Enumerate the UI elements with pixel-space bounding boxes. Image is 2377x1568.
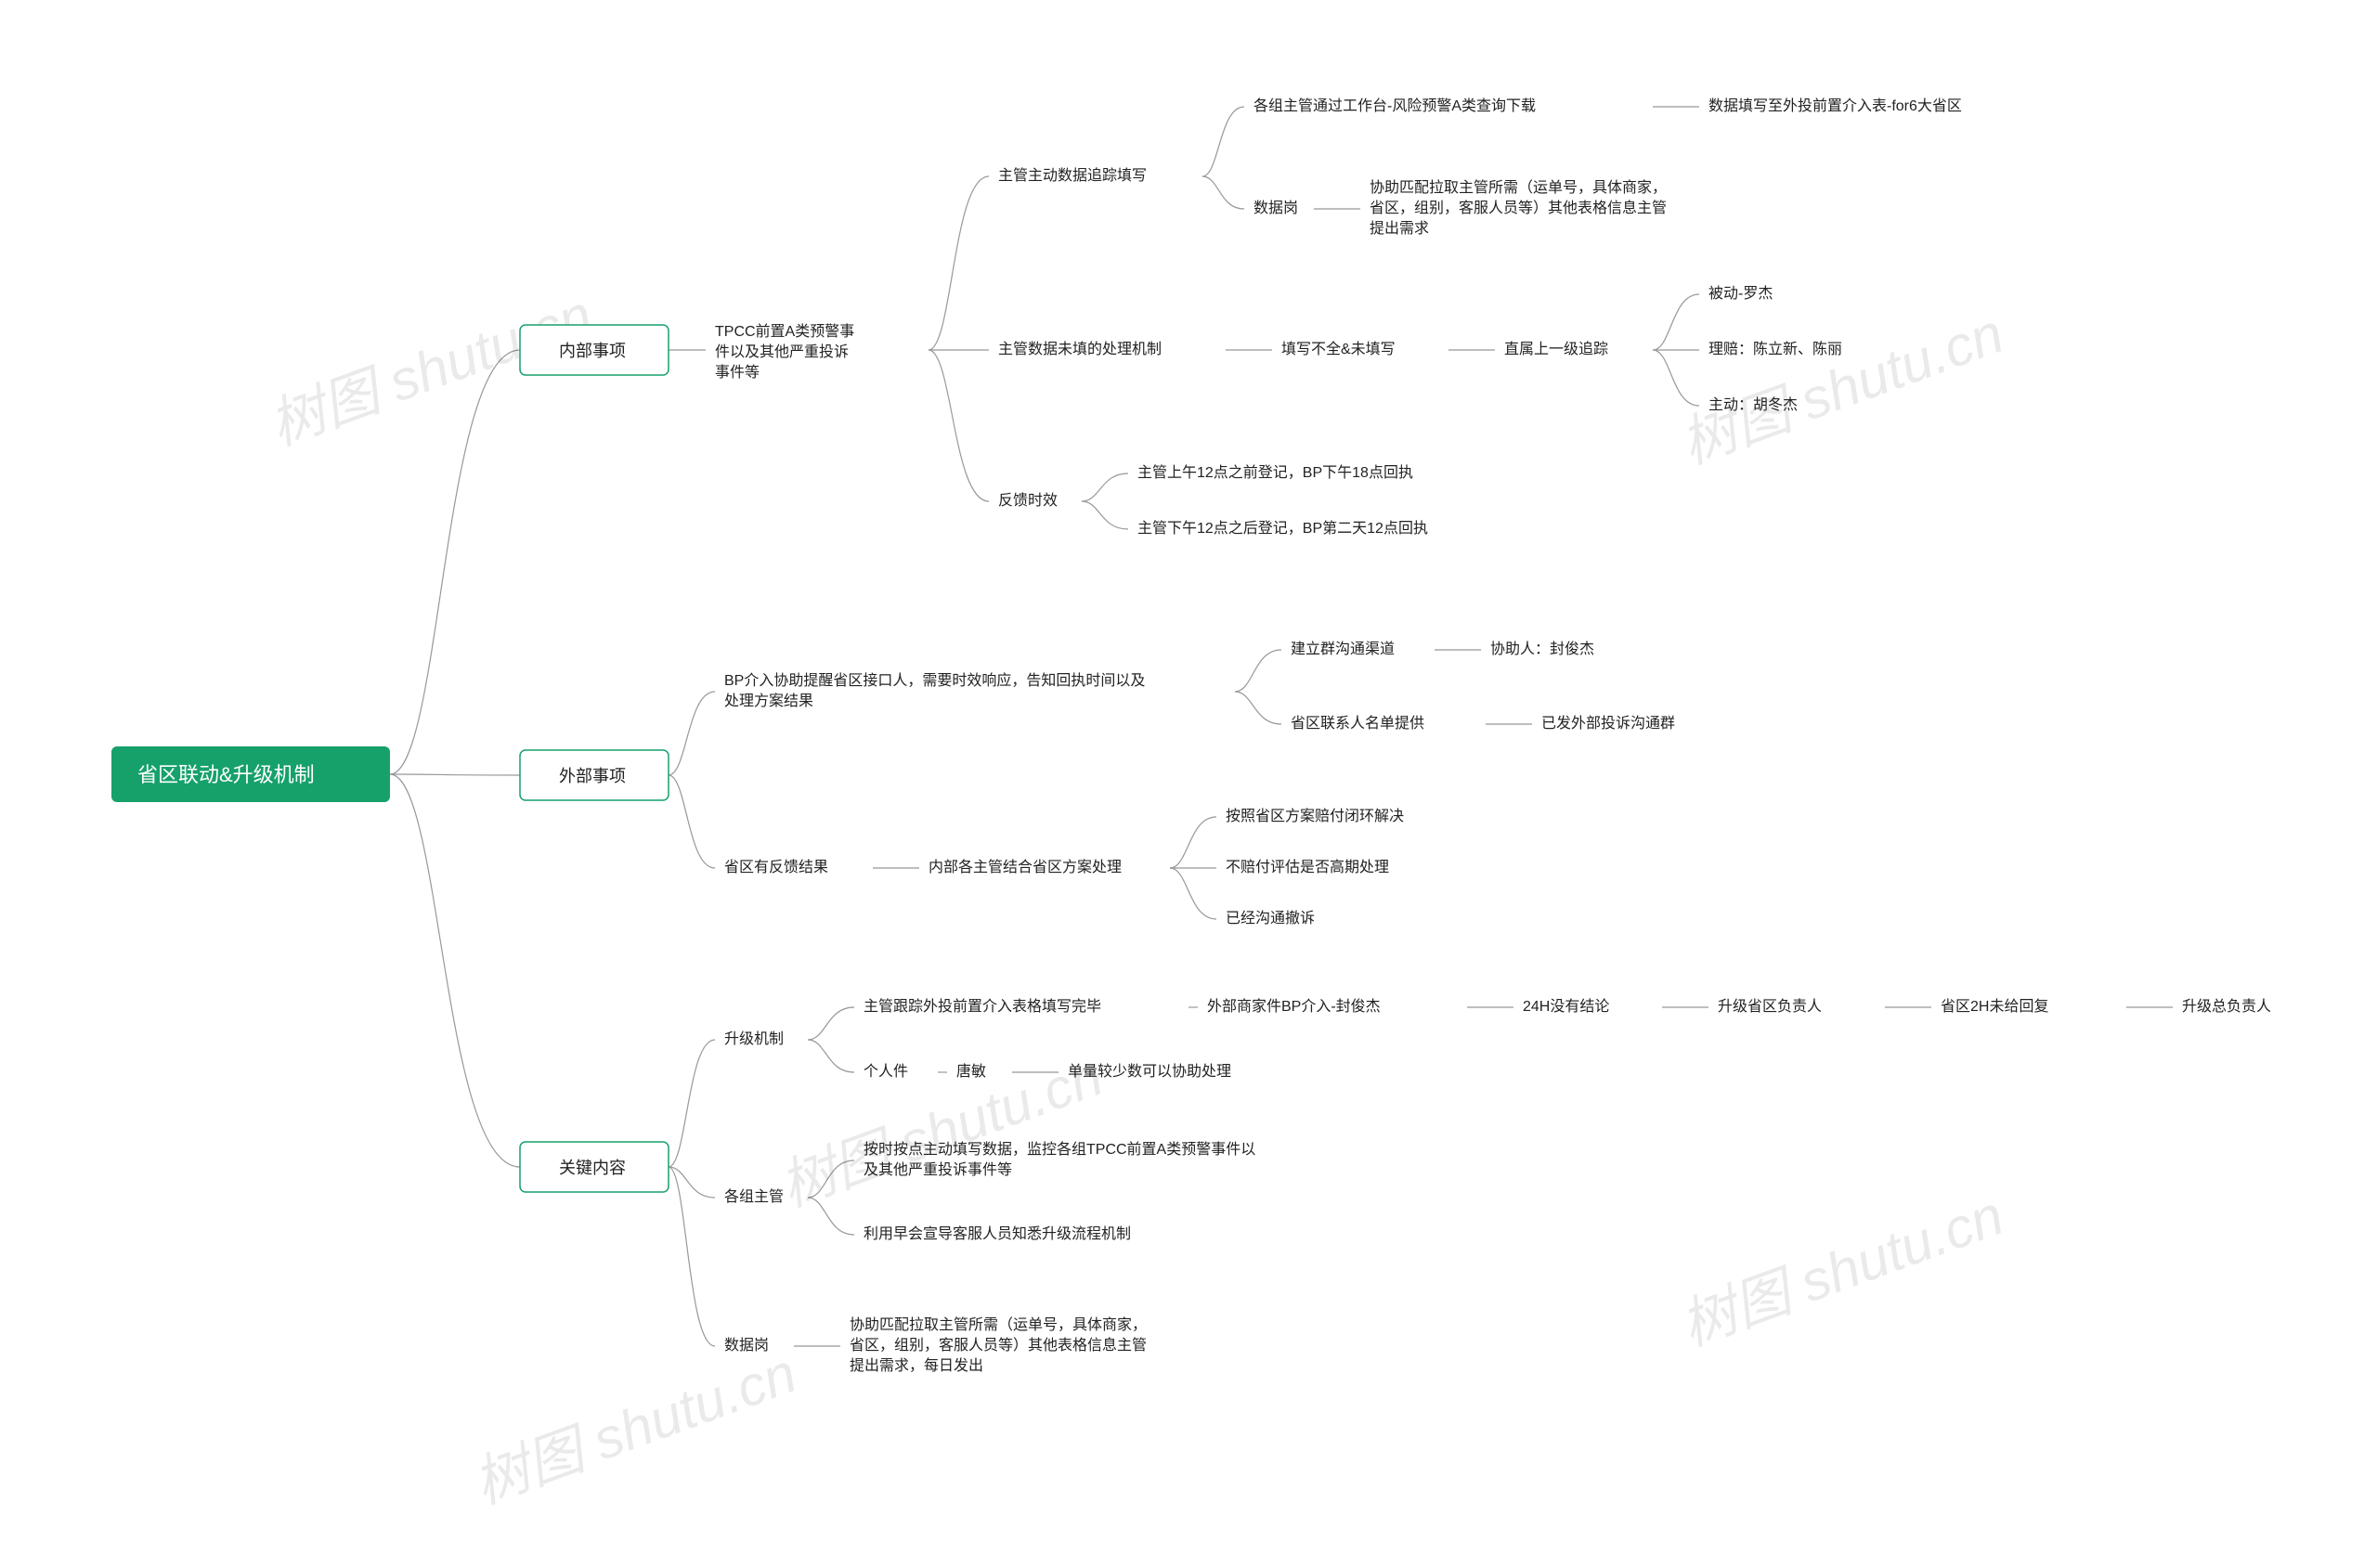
int-c1: 主管上午12点之前登记，BP下午18点回执 [1137, 464, 1413, 481]
leaf-nodes: TPCC前置A类预警事件以及其他严重投诉事件等 主管主动数据追踪填写 各组主管通过工… [715, 97, 2271, 1374]
core-b1-l0: 按时按点主动填写数据，监控各组TPCC前置A类预警事件以 [864, 1141, 1255, 1158]
int-a2r-l1: 省区，组别，客服人员等）其他表格信息主管 [1370, 200, 1667, 216]
branch-core: 关键内容 [520, 1142, 669, 1192]
conn-int-a1 [1202, 107, 1244, 176]
int-b: 主管数据未填的处理机制 [998, 341, 1162, 357]
ext-a-l1: 处理方案结果 [724, 693, 813, 709]
int-a2r-l2: 提出需求 [1370, 220, 1429, 237]
internal-desc-l0: TPCC前置A类预警事 [715, 323, 854, 340]
watermark-2: 树图 shutu.cn [773, 1044, 1111, 1218]
ext-a2r: 已发外部投诉沟通群 [1541, 715, 1675, 732]
core-a1: 主管跟踪外投前置介入表格填写完毕 [864, 998, 1101, 1015]
ext-a-l0: BP介入协助提醒省区接口人，需要时效响应，告知回执时间以及 [724, 671, 1145, 689]
core-a1s-3: 省区2H未给回复 [1941, 998, 2048, 1015]
int-b3a: 被动-罗杰 [1708, 285, 1773, 302]
int-c2: 主管下午12点之后登记，BP第二天12点回执 [1137, 520, 1428, 537]
conn-ext-b2a [1170, 817, 1216, 868]
conn-int-b3c [1653, 350, 1699, 406]
conn-ext-a [669, 692, 715, 775]
conn-root-core [390, 774, 520, 1167]
ext-b: 省区有反馈结果 [724, 859, 828, 875]
conn-ext-a1 [1235, 650, 1281, 692]
int-c: 反馈时效 [998, 492, 1058, 509]
ext-a2: 省区联系人名单提供 [1291, 715, 1424, 732]
core-c1-l1: 省区，组别，客服人员等）其他表格信息主管 [850, 1337, 1147, 1354]
ext-a1r: 协助人：封俊杰 [1490, 641, 1594, 657]
root-label: 省区联动&升级机制 [137, 763, 315, 786]
core-c1-l0: 协助匹配拉取主管所需（运单号，具体商家， [850, 1316, 1147, 1333]
conn-ext-a2 [1235, 692, 1281, 724]
core-a1s-0: 外部商家件BP介入-封俊杰 [1207, 998, 1381, 1015]
conn-int-a [929, 176, 989, 350]
ext-b1: 内部各主管结合省区方案处理 [929, 859, 1122, 875]
ext-b2b: 不赔付评估是否高期处理 [1226, 859, 1389, 875]
root-node: 省区联动&升级机制 [111, 746, 390, 802]
conn-int-c2 [1082, 501, 1128, 529]
branch-internal: 内部事项 [520, 325, 669, 375]
core-b2: 利用早会宣导客服人员知悉升级流程机制 [864, 1225, 1131, 1242]
conn-int-a2 [1202, 176, 1244, 209]
conn-root-internal [390, 350, 520, 774]
conn-root-external [390, 774, 520, 775]
core-a: 升级机制 [724, 1030, 784, 1047]
core-c: 数据岗 [724, 1337, 769, 1354]
branch-external-label: 外部事项 [559, 767, 626, 785]
conn-int-c1 [1082, 473, 1128, 501]
internal-desc-l2: 事件等 [715, 364, 760, 381]
int-b3c: 主动：胡冬杰 [1708, 396, 1798, 413]
core-a1s-2: 升级省区负责人 [1718, 998, 1822, 1015]
conn-int-c [929, 350, 989, 501]
core-a1s-4: 升级总负责人 [2182, 998, 2271, 1015]
core-a2: 个人件 [864, 1063, 908, 1080]
core-c1-l2: 提出需求，每日发出 [850, 1357, 983, 1374]
conn-core-b [669, 1167, 715, 1198]
int-a: 主管主动数据追踪填写 [998, 167, 1147, 184]
int-b3b: 理赔：陈立新、陈丽 [1708, 341, 1842, 357]
ext-b2c: 已经沟通撤诉 [1226, 910, 1315, 927]
conn-core-a1 [808, 1007, 854, 1040]
conn-core-a [669, 1040, 715, 1167]
branch-internal-label: 内部事项 [559, 342, 626, 360]
int-b2: 直属上一级追踪 [1504, 341, 1608, 357]
watermark-3: 树图 shutu.cn [466, 1341, 804, 1515]
branch-core-label: 关键内容 [559, 1159, 626, 1177]
watermark-4: 树图 shutu.cn [1673, 1184, 2011, 1357]
ext-b2a: 按照省区方案赔付闭环解决 [1226, 808, 1404, 824]
conn-core-a2 [808, 1040, 854, 1072]
conn-int-b3a [1653, 294, 1699, 350]
branch-external: 外部事项 [520, 750, 669, 800]
core-a1s-1: 24H没有结论 [1523, 998, 1609, 1015]
conn-ext-b2c [1170, 868, 1216, 919]
mindmap-canvas: 树图 shutu.cn 树图 shutu.cn 树图 shutu.cn 树图 shut… [0, 0, 2377, 1568]
conn-ext-b [669, 775, 715, 868]
ext-a1: 建立群沟通渠道 [1291, 641, 1395, 657]
core-b1-l1: 及其他严重投诉事件等 [864, 1161, 1012, 1178]
int-b1: 填写不全&未填写 [1281, 341, 1396, 357]
int-a1r: 数据填写至外投前置介入表-for6大省区 [1708, 97, 1962, 114]
internal-desc-l1: 件以及其他严重投诉 [715, 343, 849, 360]
conn-core-c [669, 1167, 715, 1346]
int-a2r-l0: 协助匹配拉取主管所需（运单号，具体商家， [1370, 179, 1667, 196]
int-a1: 各组主管通过工作台-风险预警A类查询下载 [1253, 97, 1536, 114]
core-a2s-0: 唐敏 [956, 1063, 986, 1080]
int-a2: 数据岗 [1253, 200, 1298, 216]
core-a2s-1: 单量较少数可以协助处理 [1068, 1063, 1231, 1080]
core-b: 各组主管 [724, 1188, 784, 1205]
watermark-1: 树图 shutu.cn [1673, 302, 2011, 475]
